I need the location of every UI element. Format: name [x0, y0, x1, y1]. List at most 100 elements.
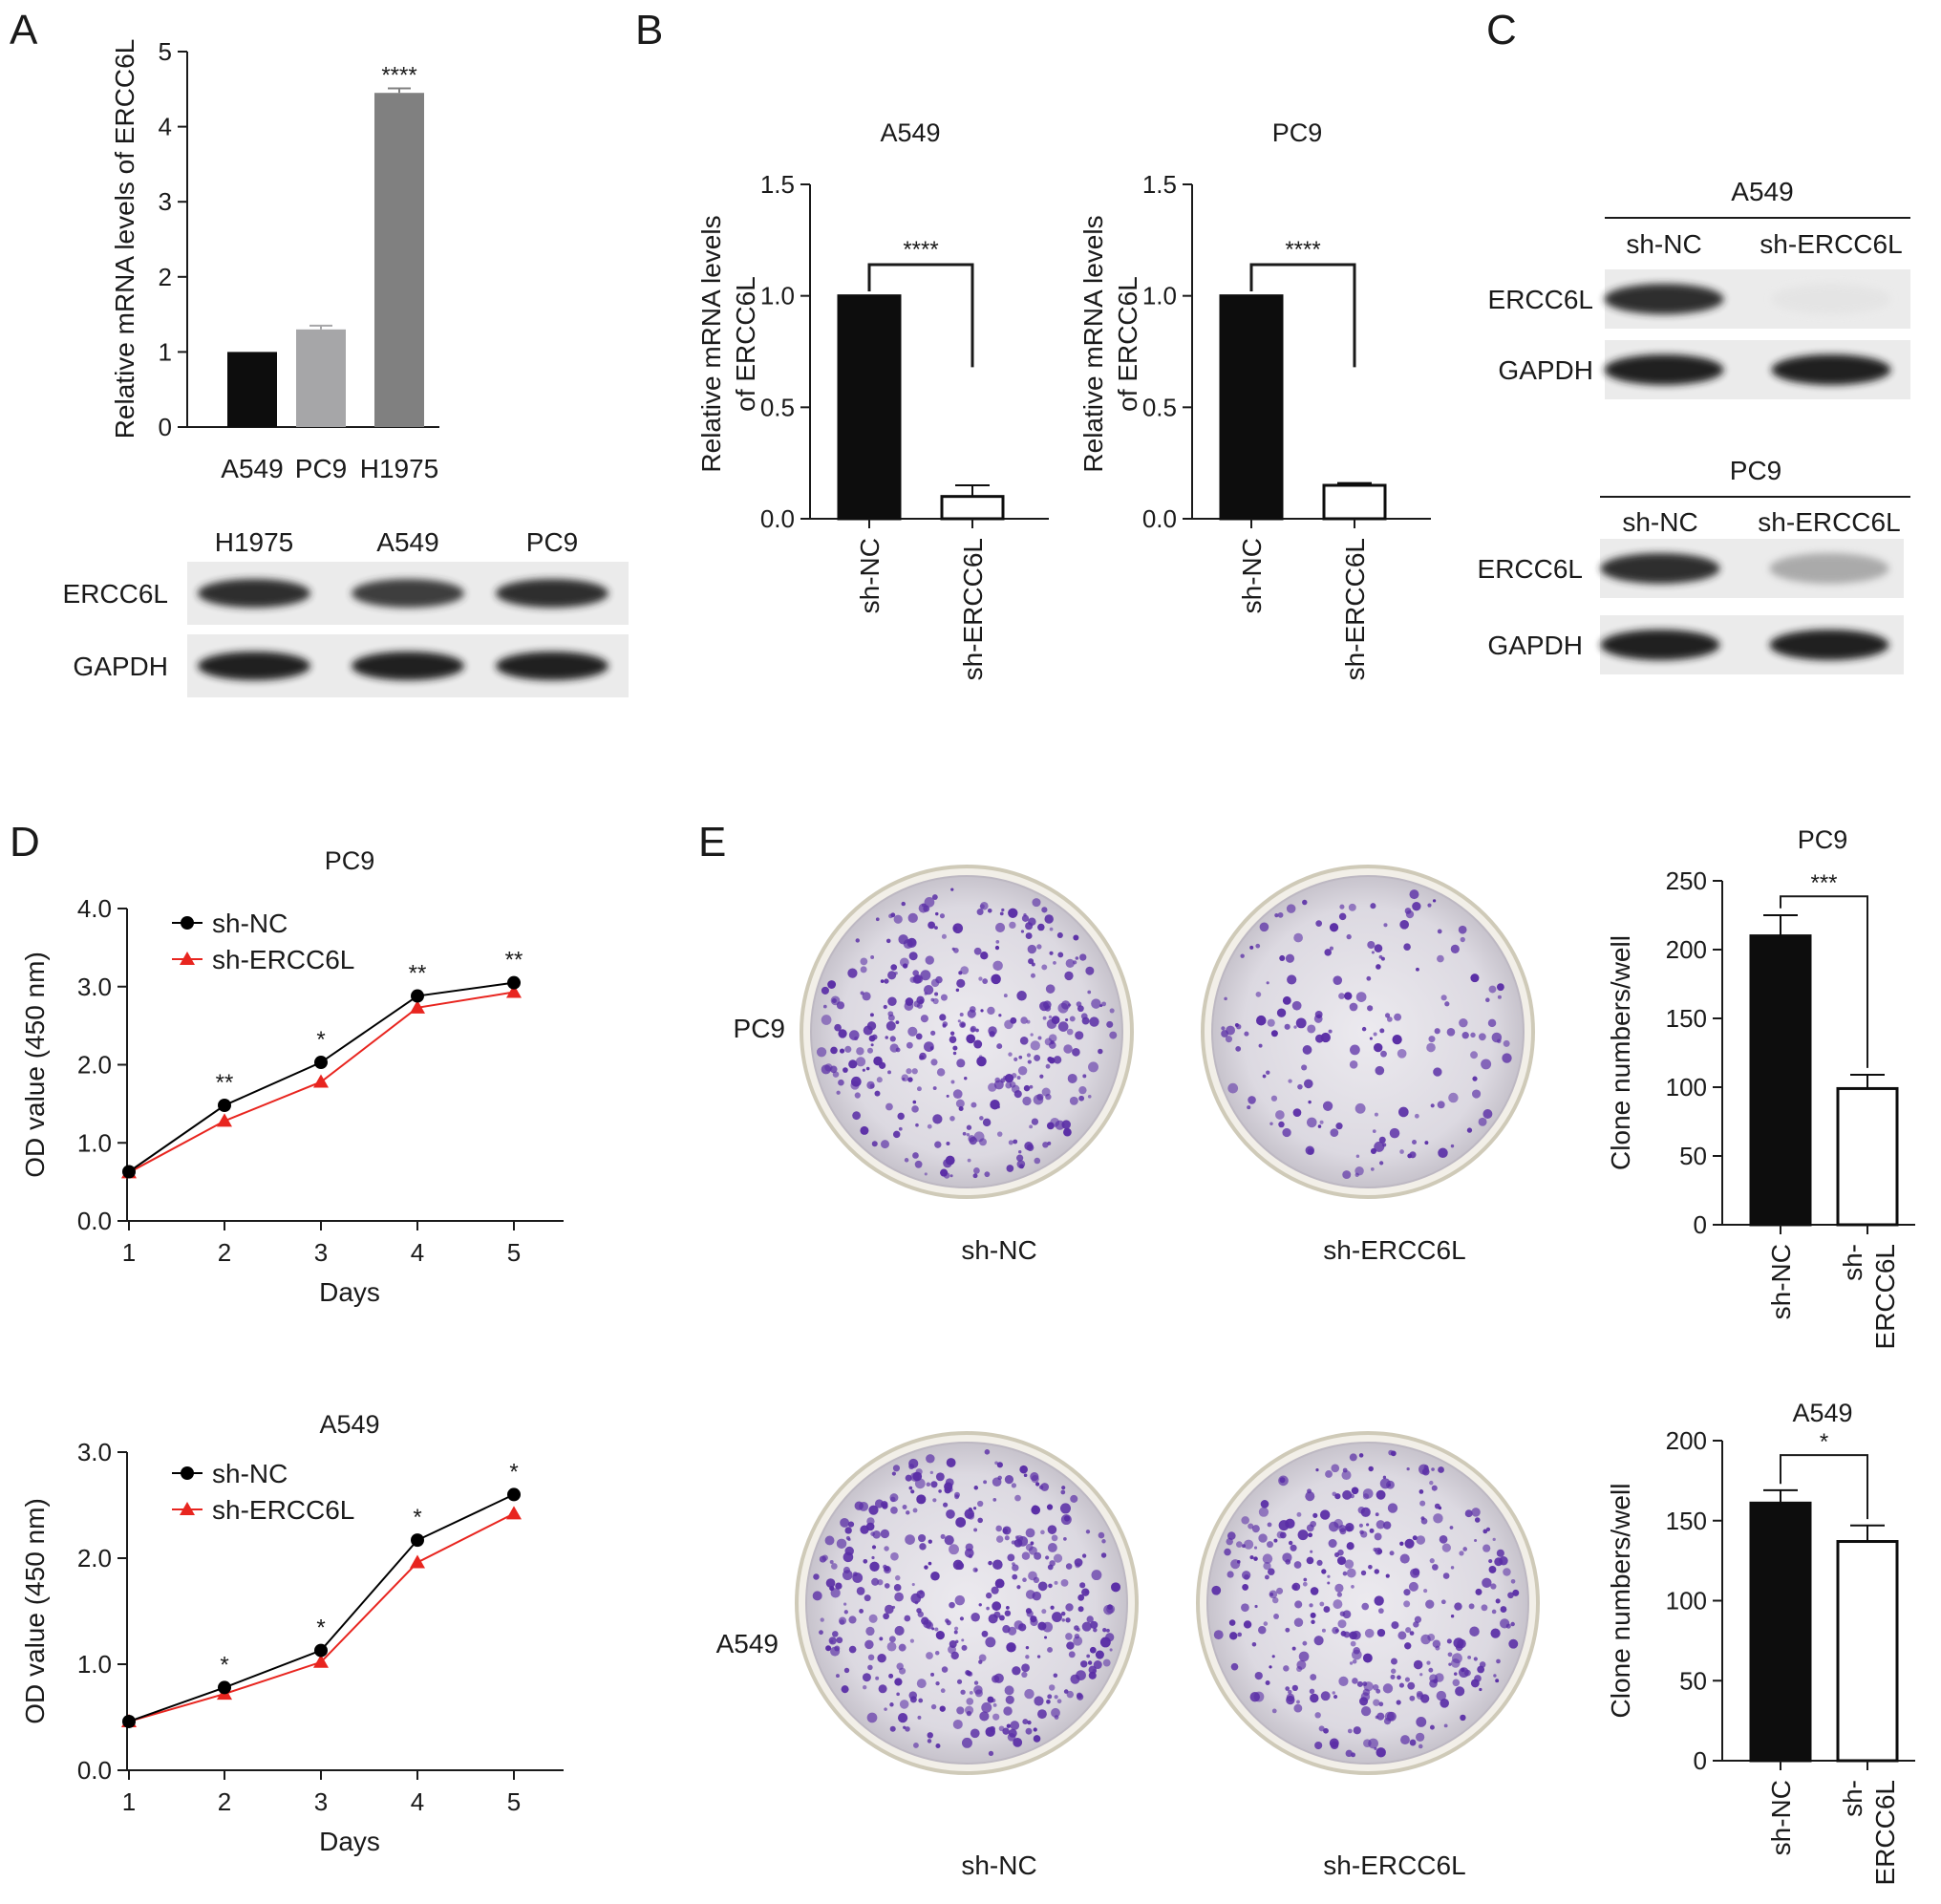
legend-marker — [180, 952, 195, 965]
blot-lane-label: sh-NC — [1626, 229, 1701, 259]
x-tick-label: sh-ERCC6L — [958, 538, 988, 680]
colony-spot — [992, 1477, 1002, 1487]
colony-spot — [1491, 1609, 1497, 1615]
colony-spot — [1030, 1472, 1039, 1482]
colony-spot — [1469, 1626, 1480, 1637]
colony-spot — [895, 1047, 901, 1053]
colony-spot — [1409, 1695, 1416, 1701]
colony-spot — [1224, 996, 1227, 1001]
colony-spot — [1419, 1673, 1423, 1677]
colony-spot — [949, 1544, 959, 1555]
significance-marker: **** — [381, 63, 416, 89]
colony-spot — [1006, 1723, 1012, 1728]
colony-spot — [1308, 1100, 1312, 1104]
colony-spot — [1228, 1619, 1236, 1626]
colony-spot — [838, 1029, 847, 1038]
data-point — [411, 989, 424, 1003]
colony-spot — [1450, 1566, 1455, 1570]
colony-spot — [843, 1067, 848, 1073]
y-tick-label: 1.0 — [1142, 282, 1177, 310]
colony-spot — [1459, 1017, 1468, 1028]
colony-spot — [1342, 1170, 1352, 1180]
colony-spot — [1270, 1030, 1278, 1038]
colony-spot — [855, 938, 860, 943]
colony-spot — [848, 1615, 857, 1624]
colony-spot — [1018, 1055, 1023, 1059]
colony-spot — [1404, 1538, 1415, 1549]
colony-spot — [1278, 1121, 1285, 1128]
colony-spot — [1048, 1583, 1053, 1589]
colony-spot — [1453, 1672, 1458, 1676]
colony-spot — [1339, 1528, 1347, 1535]
colony-spot — [981, 1701, 992, 1713]
colony-spot — [821, 1554, 828, 1561]
colony-spot — [1493, 1674, 1497, 1678]
colony-spot — [1427, 903, 1432, 908]
colony-spot — [1335, 1123, 1343, 1130]
colony-spot — [1046, 1122, 1055, 1130]
colony-spot — [1285, 1518, 1295, 1530]
colony-spot — [1226, 1571, 1234, 1578]
x-tick-label: PC9 — [295, 454, 347, 483]
colony-spot — [977, 1517, 983, 1524]
colony-spot — [891, 1471, 896, 1476]
colony-spot — [881, 1140, 889, 1149]
colony-spot — [1001, 908, 1005, 912]
colony-spot — [956, 1679, 963, 1684]
colony-spot — [1485, 1527, 1491, 1531]
colony-spot — [1431, 1485, 1438, 1491]
x-tick-label: 2 — [218, 1238, 231, 1267]
colony-spot — [1267, 1541, 1273, 1549]
colony-spot — [888, 913, 893, 919]
colony-spot — [836, 1090, 841, 1095]
colony-spot — [918, 1698, 924, 1703]
colony-spot — [1025, 1528, 1035, 1538]
x-tick-label: 1 — [122, 1238, 136, 1267]
colony-spot — [1325, 1470, 1333, 1478]
panel-letter-c: C — [1486, 7, 1517, 53]
colony-spot — [1042, 1142, 1049, 1148]
colony-spot — [1081, 1621, 1092, 1632]
colony-spot — [1025, 1645, 1030, 1650]
colony-spot — [1101, 1001, 1107, 1007]
colony-spot — [1376, 1712, 1385, 1721]
bar — [1749, 1501, 1812, 1763]
data-point — [506, 1506, 522, 1520]
y-tick-label: 4 — [159, 113, 172, 141]
colony-spot — [1475, 1588, 1482, 1595]
colony-spot — [1007, 1553, 1015, 1562]
x-tick-label: sh-NC — [855, 538, 885, 613]
colony-spot — [1004, 1535, 1010, 1541]
dish-column-label: sh-NC — [961, 1851, 1036, 1880]
colony-spot — [906, 1068, 912, 1075]
colony-spot — [1341, 1470, 1352, 1481]
colony-spot — [972, 1173, 978, 1179]
colony-spot — [1056, 931, 1063, 938]
colony-spot — [1034, 1054, 1041, 1061]
colony-spot — [1079, 953, 1087, 961]
colony-spot — [1316, 1014, 1322, 1019]
colony-spot — [1269, 1122, 1273, 1125]
colony-spot — [1474, 1539, 1478, 1543]
colony-spot — [972, 1507, 977, 1510]
colony-spot — [946, 1509, 955, 1519]
colony-spot — [1312, 1512, 1318, 1518]
blot-band — [198, 579, 310, 608]
colony-spot — [824, 1063, 833, 1072]
colony-spot — [956, 1059, 966, 1068]
colony-spot — [982, 1118, 992, 1127]
colony-spot — [1283, 1665, 1290, 1672]
colony-spot — [964, 1548, 974, 1558]
colony-spot — [1329, 923, 1339, 932]
colony-spot — [1286, 904, 1296, 913]
colony-spot — [1267, 1568, 1275, 1575]
colony-spot — [1294, 1600, 1303, 1609]
colony-spot — [1360, 1570, 1367, 1576]
colony-spot — [1211, 1585, 1222, 1595]
colony-spot — [1030, 1033, 1034, 1037]
colony-spot — [1226, 1537, 1233, 1546]
colony-spot — [860, 1525, 869, 1534]
colony-spot — [1019, 1465, 1028, 1474]
colony-spot — [1269, 1665, 1272, 1669]
colony-spot — [1063, 1127, 1072, 1137]
